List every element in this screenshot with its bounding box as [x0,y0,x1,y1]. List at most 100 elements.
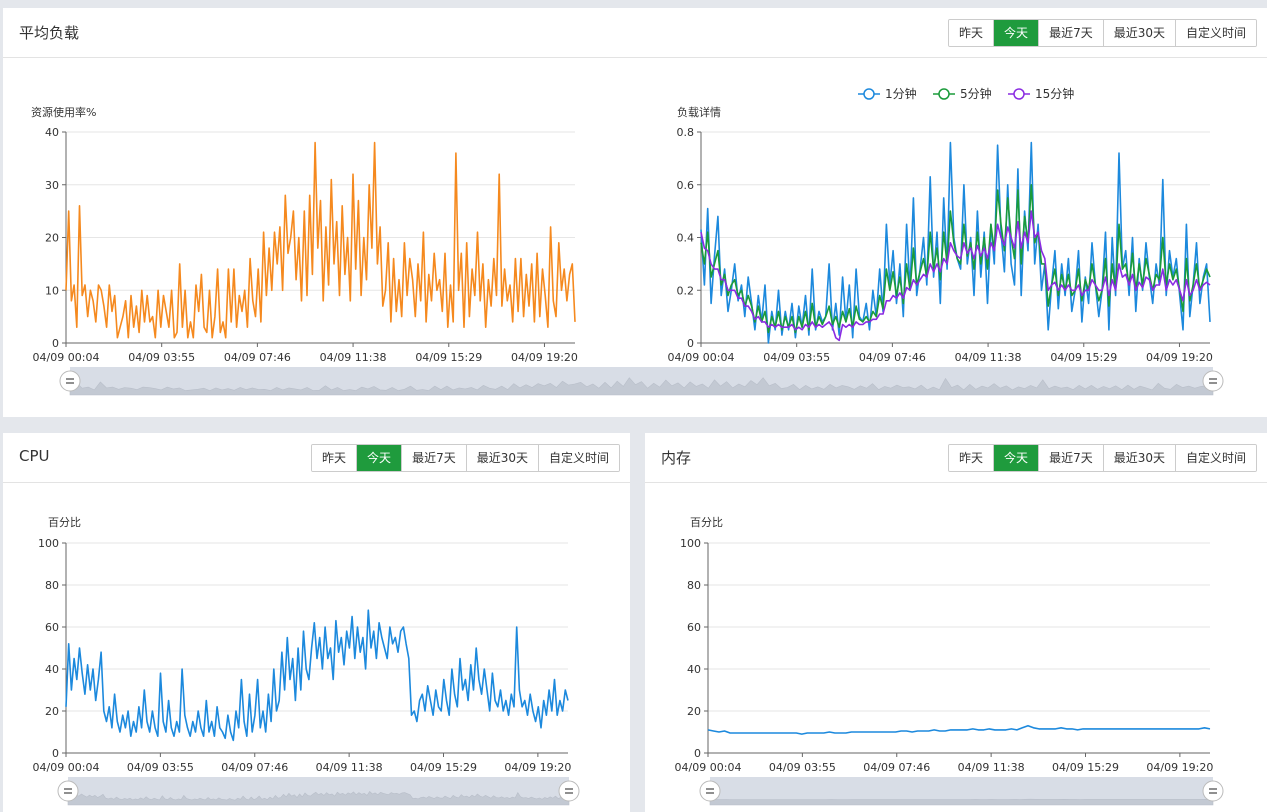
y-tick-label: 0.8 [677,126,695,139]
btn-yesterday[interactable]: 昨天 [949,445,995,471]
data-zoom-slider[interactable] [699,777,1224,806]
data-zoom-slider[interactable] [57,777,580,806]
series-line [707,724,1211,735]
btn-yesterday[interactable]: 昨天 [312,445,358,471]
x-tick-label: 04/09 00:04 [675,761,742,774]
btn-last-30-days[interactable]: 最近30天 [1103,20,1176,46]
x-tick-label: 04/09 11:38 [316,761,383,774]
cpu-chart-group: 百分比 0 20 40 60 80 100 04/09 00:04 04/09 03:55 04/… [33,516,580,806]
time-range-buttons: 昨天 今天 最近7天 最近30天 自定义时间 [948,444,1257,472]
btn-today[interactable]: 今天 [994,20,1040,46]
x-tick-label: 04/09 19:20 [504,761,571,774]
zoom-preview [67,791,570,806]
x-tick-label: 04/09 00:04 [668,351,735,364]
legend-item[interactable]: 5分钟 [933,86,992,101]
zoom-handle-left[interactable] [699,780,721,802]
y-tick-label: 80 [45,579,59,592]
legend-label: 15分钟 [1035,86,1074,101]
x-tick-label: 04/09 11:38 [958,761,1025,774]
series-line [65,141,576,339]
legend-marker-icon [863,88,875,100]
y-tick-label: 100 [680,537,701,550]
legend-label: 1分钟 [885,86,917,101]
y-tick-label: 0 [52,337,59,350]
btn-last-7-days[interactable]: 最近7天 [1039,20,1104,46]
x-tick-label: 04/09 15:29 [415,351,482,364]
handle-circle [59,370,81,392]
x-tick-label: 04/09 00:04 [33,761,100,774]
x-tick-label: 04/09 11:38 [320,351,387,364]
x-tick-label: 04/09 19:20 [1146,761,1213,774]
series-line-1 [700,184,1211,334]
x-tick-label: 04/09 03:55 [127,761,194,774]
y-tick-label: 0.4 [677,232,695,245]
handle-circle [1202,780,1224,802]
y-tick-label: 40 [687,663,701,676]
btn-last-30-days[interactable]: 最近30天 [1103,445,1176,471]
y-tick-label: 20 [45,705,59,718]
x-tick-label: 04/09 15:29 [1050,351,1117,364]
memory-panel: 内存 昨天 今天 最近7天 最近30天 自定义时间 [645,433,1267,812]
btn-yesterday[interactable]: 昨天 [949,20,995,46]
y-tick-label: 60 [45,621,59,634]
y-tick-label: 60 [687,621,701,634]
series-line-2 [700,210,1211,342]
cpu-panel-header: CPU 昨天 今天 最近7天 最近30天 自定义时间 [3,433,630,483]
series-line-0 [700,141,1211,344]
legend-marker-icon [938,88,950,100]
y-tick-label: 10 [45,284,59,297]
resource-chart-group: 资源使用率% 0 10 20 30 40 04/09 00:04 04/09 03:55 04/… [31,105,1224,396]
load-panel: 平均负载 昨天 今天 最近7天 最近30天 自定义时间 [3,8,1267,417]
x-tick-label: 04/09 15:29 [410,761,477,774]
legend-item[interactable]: 15分钟 [1008,86,1074,101]
y-tick-label: 40 [45,663,59,676]
y-tick-label: 0 [687,337,694,350]
zoom-preview [709,798,1214,806]
x-tick-label: 04/09 07:46 [859,351,926,364]
y-axis-label: 资源使用率% [31,105,96,119]
cpu-panel: CPU 昨天 今天 最近7天 最近30天 自定义时间 [3,433,630,812]
y-axis-label: 百分比 [48,516,81,529]
y-axis-label: 百分比 [690,516,723,529]
btn-last-7-days[interactable]: 最近7天 [402,445,467,471]
zoom-handle-right[interactable] [1202,780,1224,802]
x-tick-label: 04/09 07:46 [221,761,288,774]
zoom-handle-right[interactable] [1202,370,1224,392]
x-tick-label: 04/09 19:20 [511,351,578,364]
load-chart-group: 负载详情 0 0.2 0.4 0.6 0.8 04/09 00:04 04/09 03:55 0… [668,86,1213,364]
zoom-preview [69,377,1214,396]
zoom-handle-left[interactable] [59,370,81,392]
load-panel-header: 平均负载 昨天 今天 最近7天 最近30天 自定义时间 [3,8,1267,58]
btn-custom-time[interactable]: 自定义时间 [1175,20,1256,46]
btn-today[interactable]: 今天 [357,445,403,471]
y-tick-label: 100 [38,537,59,550]
y-tick-label: 30 [45,179,59,192]
x-tick-label: 04/09 11:38 [955,351,1022,364]
x-tick-label: 04/09 07:46 [224,351,291,364]
legend-marker-icon [1013,88,1025,100]
y-axis-label: 负载详情 [677,105,721,119]
y-tick-label: 20 [45,232,59,245]
btn-last-7-days[interactable]: 最近7天 [1039,445,1104,471]
y-tick-label: 20 [687,705,701,718]
btn-custom-time[interactable]: 自定义时间 [1175,445,1256,471]
btn-today[interactable]: 今天 [994,445,1040,471]
y-tick-label: 0 [52,747,59,760]
handle-circle [1202,370,1224,392]
btn-custom-time[interactable]: 自定义时间 [538,445,619,471]
y-tick-label: 40 [45,126,59,139]
x-tick-label: 04/09 19:20 [1146,351,1213,364]
legend-item[interactable]: 1分钟 [858,86,917,101]
y-tick-label: 0.2 [677,284,695,297]
handle-circle [699,780,721,802]
data-zoom-slider[interactable] [59,367,1224,396]
panel-title: 内存 [661,449,692,467]
zoom-handle-right[interactable] [558,780,580,802]
y-tick-label: 80 [687,579,701,592]
btn-last-30-days[interactable]: 最近30天 [466,445,539,471]
zoom-handle-left[interactable] [57,780,79,802]
x-tick-label: 04/09 03:55 [763,351,830,364]
time-range-buttons: 昨天 今天 最近7天 最近30天 自定义时间 [948,19,1257,47]
x-tick-label: 04/09 00:04 [33,351,100,364]
